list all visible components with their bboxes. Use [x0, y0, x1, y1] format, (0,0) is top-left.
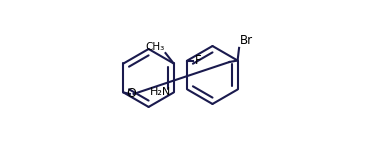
Text: Br: Br [239, 34, 253, 47]
Text: CH₃: CH₃ [145, 42, 165, 52]
Text: H₂N: H₂N [150, 87, 171, 98]
Text: O: O [127, 87, 137, 100]
Text: F: F [195, 54, 201, 67]
